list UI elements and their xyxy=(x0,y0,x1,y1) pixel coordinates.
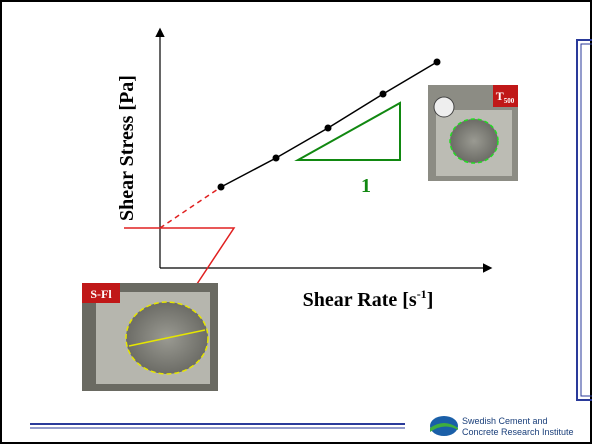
extrapolation-line xyxy=(160,187,221,228)
x-axis-label-text: Shear Rate [s xyxy=(303,289,417,311)
point xyxy=(380,91,387,98)
x-axis-label-close: ] xyxy=(427,289,434,311)
slope-label: 1 xyxy=(361,175,371,197)
side-panel xyxy=(577,40,592,400)
photo-label-text: T xyxy=(496,89,504,103)
photo-sfl: S-Fl xyxy=(82,283,218,391)
point xyxy=(273,155,280,162)
logo-line1: Swedish Cement and xyxy=(462,416,548,426)
x-axis-label: Shear Rate [s-1] xyxy=(303,287,434,311)
yield-indicator xyxy=(124,228,234,290)
page: {"y_axis_label": "Shear Stress [Pa]", "x… xyxy=(0,0,592,444)
slope-triangle xyxy=(298,103,400,160)
y-axis-label: Shear Stress [Pa] xyxy=(116,75,138,221)
stopwatch xyxy=(434,97,454,117)
logo-line2: Concrete Research Institute xyxy=(462,427,574,437)
logo: Swedish Cement and Concrete Research Ins… xyxy=(430,416,574,437)
point xyxy=(434,59,441,66)
spread-circle xyxy=(450,119,498,163)
x-axis-label-superscript: -1 xyxy=(417,287,427,301)
photo-label-subscript: 500 xyxy=(504,97,515,105)
flow-curve xyxy=(221,62,437,187)
photo-label: S-Fl xyxy=(90,287,112,301)
slide: Shear Stress [Pa] Shear Rate [s-1] 1 T50… xyxy=(0,0,592,444)
point xyxy=(218,184,225,191)
photo-t500: T500 xyxy=(428,85,518,181)
point xyxy=(325,125,332,132)
